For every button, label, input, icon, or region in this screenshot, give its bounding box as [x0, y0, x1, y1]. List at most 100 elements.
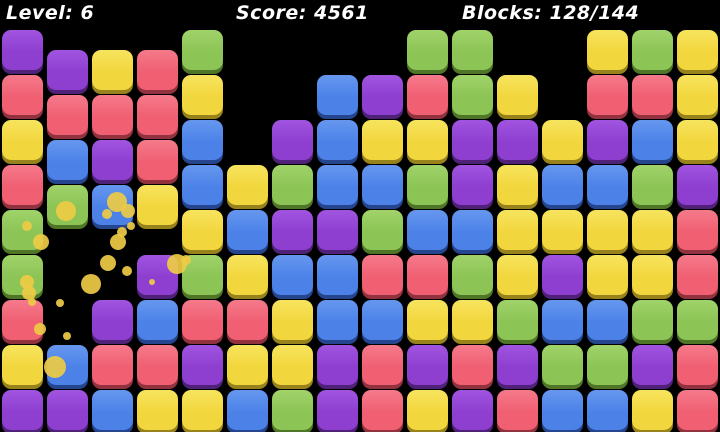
block[interactable] — [677, 345, 718, 385]
block[interactable] — [317, 255, 358, 295]
block[interactable] — [227, 255, 268, 295]
block[interactable] — [272, 210, 313, 250]
block[interactable] — [632, 255, 673, 295]
falling-block[interactable] — [137, 95, 178, 135]
block[interactable] — [227, 165, 268, 205]
block[interactable] — [497, 210, 538, 250]
block[interactable] — [407, 75, 448, 115]
falling-block[interactable] — [47, 50, 88, 90]
block[interactable] — [92, 390, 133, 430]
block[interactable] — [677, 165, 718, 205]
block[interactable] — [407, 390, 448, 430]
block[interactable] — [272, 165, 313, 205]
block[interactable] — [92, 345, 133, 385]
falling-block[interactable] — [92, 50, 133, 90]
block[interactable] — [632, 390, 673, 430]
block[interactable] — [317, 300, 358, 340]
block[interactable] — [452, 255, 493, 295]
block[interactable] — [407, 30, 448, 70]
block[interactable] — [497, 300, 538, 340]
block[interactable] — [452, 75, 493, 115]
block[interactable] — [317, 390, 358, 430]
block[interactable] — [272, 300, 313, 340]
block[interactable] — [407, 165, 448, 205]
block[interactable] — [362, 210, 403, 250]
block[interactable] — [182, 165, 223, 205]
block[interactable] — [587, 120, 628, 160]
block[interactable] — [227, 300, 268, 340]
block[interactable] — [632, 165, 673, 205]
block[interactable] — [407, 345, 448, 385]
falling-block[interactable] — [92, 95, 133, 135]
block[interactable] — [497, 165, 538, 205]
block[interactable] — [677, 255, 718, 295]
block[interactable] — [362, 255, 403, 295]
block[interactable] — [542, 165, 583, 205]
block[interactable] — [677, 210, 718, 250]
block[interactable] — [182, 75, 223, 115]
block[interactable] — [542, 120, 583, 160]
block[interactable] — [2, 345, 43, 385]
block[interactable] — [542, 345, 583, 385]
falling-block[interactable] — [137, 50, 178, 90]
block[interactable] — [587, 30, 628, 70]
block[interactable] — [317, 120, 358, 160]
block[interactable] — [362, 165, 403, 205]
block[interactable] — [227, 210, 268, 250]
block[interactable] — [182, 390, 223, 430]
falling-block[interactable] — [47, 140, 88, 180]
block[interactable] — [272, 255, 313, 295]
block[interactable] — [497, 75, 538, 115]
block[interactable] — [542, 390, 583, 430]
falling-block[interactable] — [92, 140, 133, 180]
block[interactable] — [362, 300, 403, 340]
block[interactable] — [587, 165, 628, 205]
block[interactable] — [182, 300, 223, 340]
block[interactable] — [227, 345, 268, 385]
block[interactable] — [632, 30, 673, 70]
block[interactable] — [632, 345, 673, 385]
block[interactable] — [47, 390, 88, 430]
block[interactable] — [227, 390, 268, 430]
block[interactable] — [677, 120, 718, 160]
block[interactable] — [2, 120, 43, 160]
block[interactable] — [497, 390, 538, 430]
block[interactable] — [497, 255, 538, 295]
block[interactable] — [362, 75, 403, 115]
block[interactable] — [272, 345, 313, 385]
falling-block[interactable] — [137, 185, 178, 225]
block[interactable] — [632, 210, 673, 250]
block[interactable] — [182, 30, 223, 70]
falling-block[interactable] — [137, 140, 178, 180]
block[interactable] — [362, 390, 403, 430]
block[interactable] — [452, 30, 493, 70]
block[interactable] — [677, 30, 718, 70]
block[interactable] — [137, 300, 178, 340]
block[interactable] — [587, 345, 628, 385]
block[interactable] — [362, 120, 403, 160]
block[interactable] — [497, 345, 538, 385]
block[interactable] — [677, 300, 718, 340]
block[interactable] — [92, 300, 133, 340]
block[interactable] — [587, 210, 628, 250]
block[interactable] — [2, 165, 43, 205]
block[interactable] — [632, 75, 673, 115]
block[interactable] — [407, 255, 448, 295]
block[interactable] — [2, 390, 43, 430]
block[interactable] — [137, 390, 178, 430]
block[interactable] — [677, 390, 718, 430]
block[interactable] — [497, 120, 538, 160]
block[interactable] — [317, 345, 358, 385]
block[interactable] — [632, 300, 673, 340]
block[interactable] — [542, 300, 583, 340]
block[interactable] — [587, 390, 628, 430]
block[interactable] — [317, 75, 358, 115]
block[interactable] — [272, 390, 313, 430]
block[interactable] — [677, 75, 718, 115]
block[interactable] — [542, 255, 583, 295]
block[interactable] — [362, 345, 403, 385]
block[interactable] — [182, 120, 223, 160]
falling-block[interactable] — [47, 95, 88, 135]
block[interactable] — [542, 210, 583, 250]
block[interactable] — [452, 300, 493, 340]
